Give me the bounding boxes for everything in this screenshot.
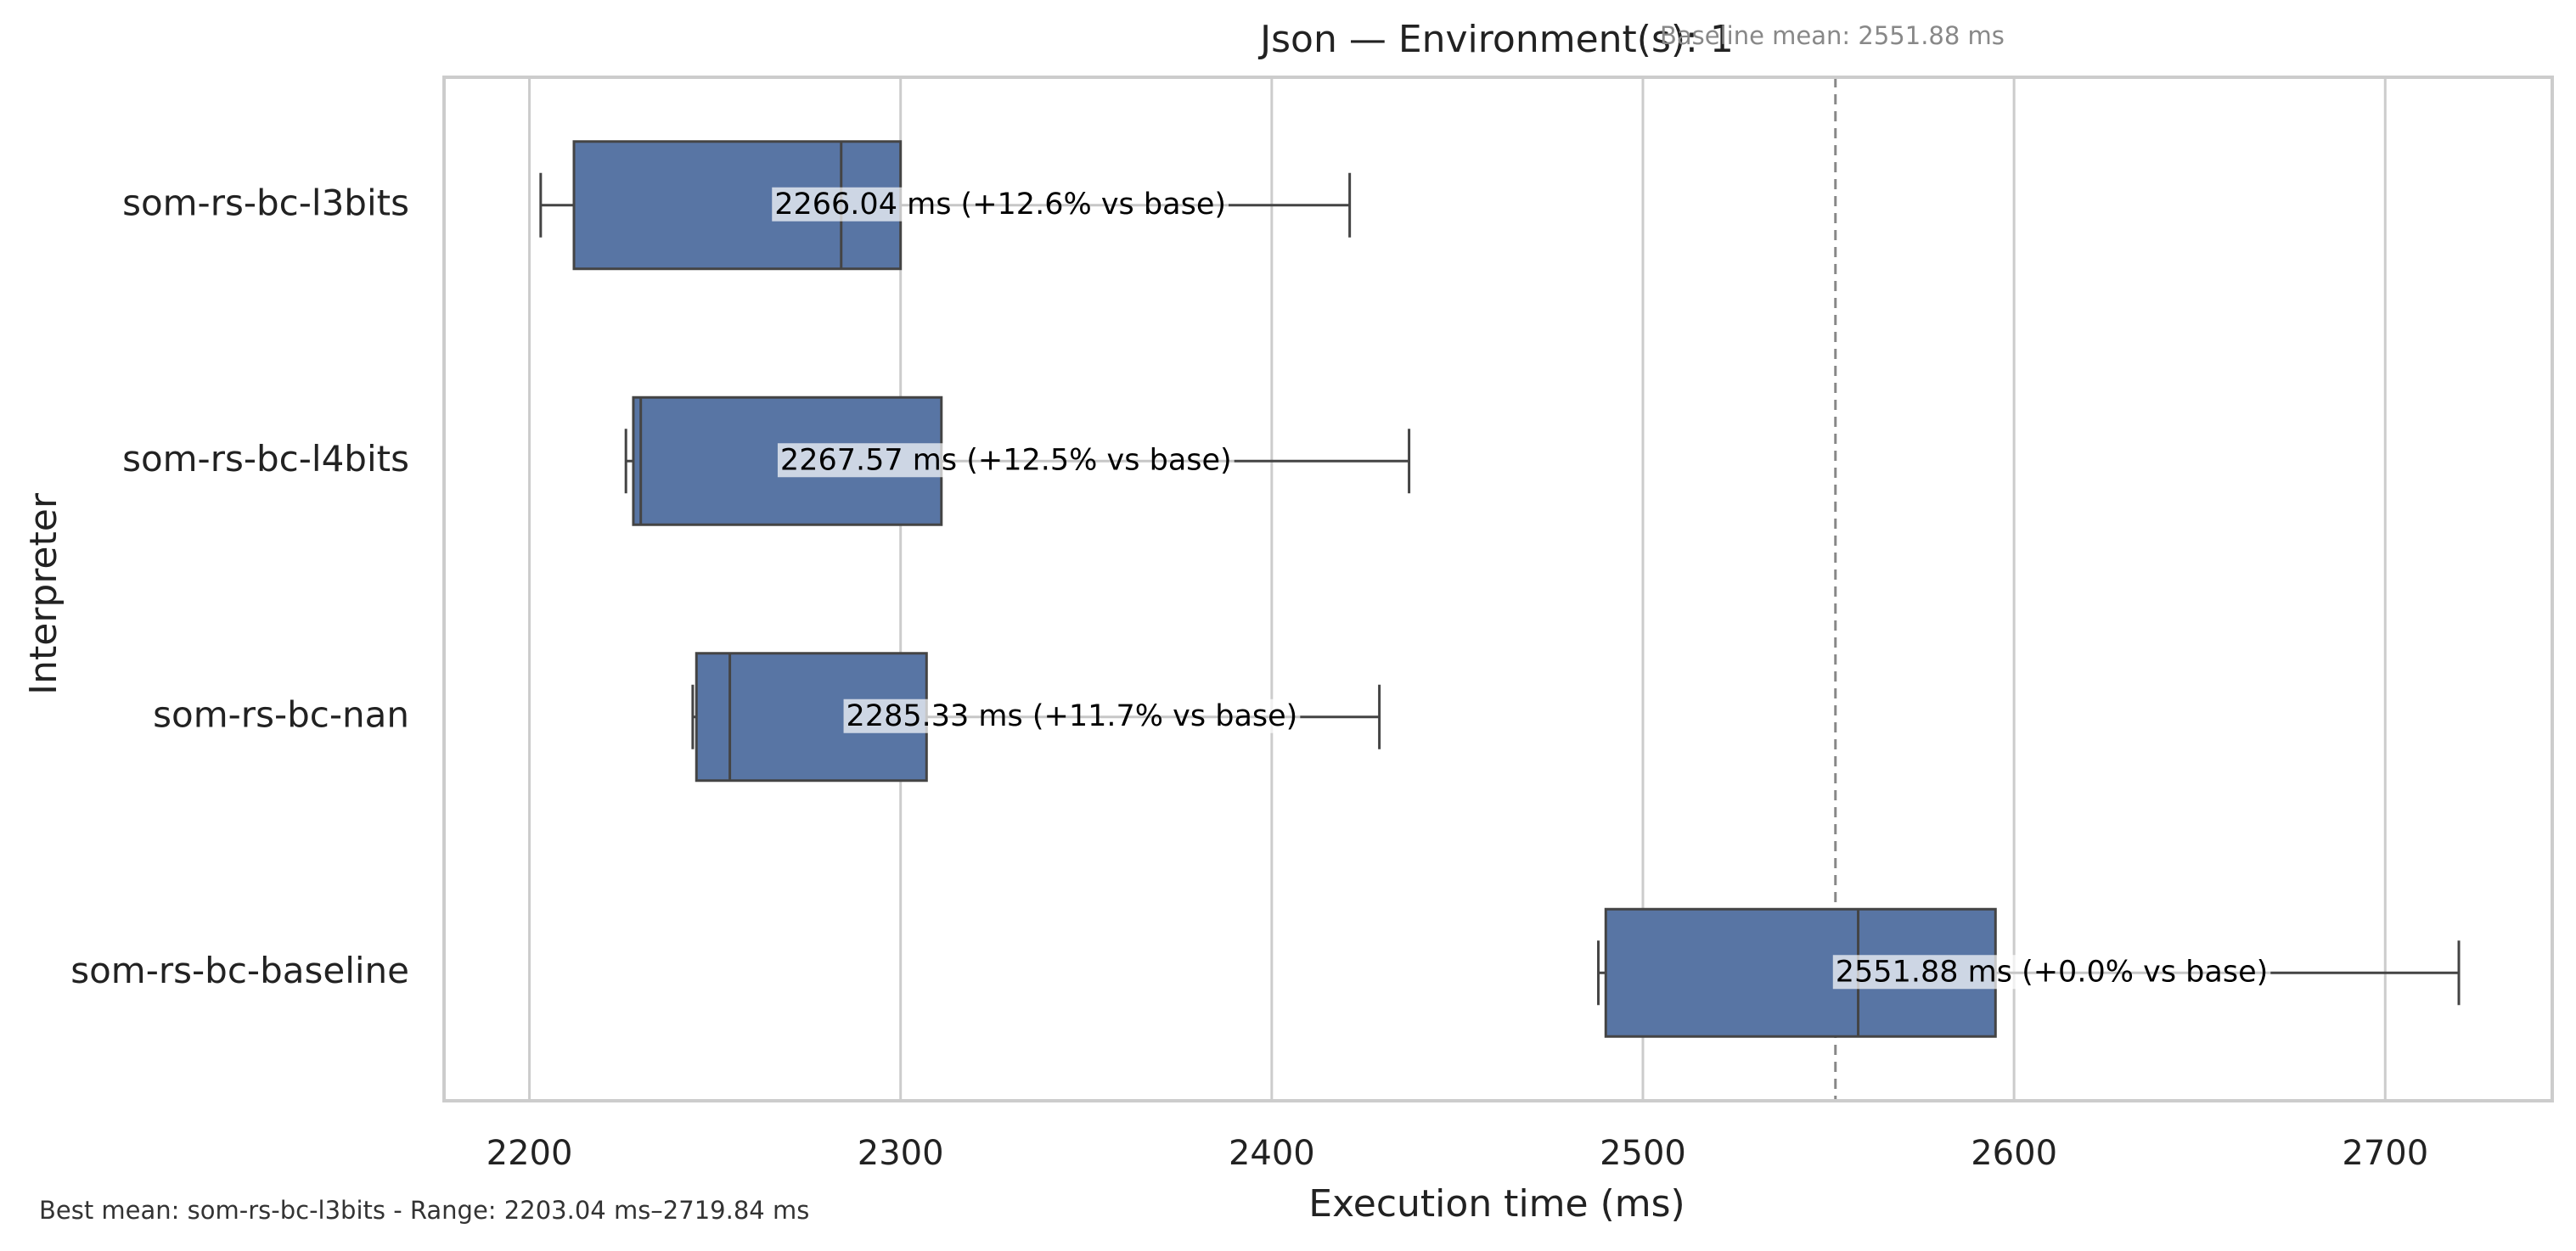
box-annotation: 2285.33 ms (+11.7% vs base) <box>843 698 1301 733</box>
footer-note: Best mean: som-rs-bc-l3bits - Range: 220… <box>39 1196 809 1225</box>
x-tick-label: 2500 <box>1600 1134 1686 1173</box>
y-tick-label: som-rs-bc-baseline <box>70 950 409 991</box>
x-tick-label: 2600 <box>1971 1134 2057 1173</box>
box-som-rs-bc-baseline <box>1597 907 2461 1038</box>
box-annotation: 2267.57 ms (+12.5% vs base) <box>777 443 1235 478</box>
annotation-background <box>1832 955 2271 990</box>
annotation-text: 2267.57 ms (+12.5% vs base) <box>780 443 1232 477</box>
y-tick-label: som-rs-bc-nan <box>153 693 409 735</box>
x-tick-label: 2400 <box>1229 1134 1315 1173</box>
annotation-text: 2266.04 ms (+12.6% vs base) <box>774 188 1226 222</box>
annotation-text: 2551.88 ms (+0.0% vs base) <box>1836 955 2269 989</box>
y-axis-label: Interpreter <box>22 492 65 695</box>
y-tick-label: som-rs-bc-l4bits <box>122 438 409 480</box>
y-tick-label: som-rs-bc-l3bits <box>122 182 409 223</box>
x-tick-labels: 2200 2300 2400 2500 2600 2700 <box>487 1134 2429 1173</box>
annotation-background <box>777 443 1235 478</box>
annotation-text: 2285.33 ms (+11.7% vs base) <box>846 699 1298 733</box>
y-tick-labels: som-rs-bc-l3bits som-rs-bc-l4bits som-rs-b… <box>70 182 409 991</box>
x-tick-label: 2200 <box>487 1134 573 1173</box>
x-axis-label: Execution time (ms) <box>1308 1182 1685 1226</box>
box-annotation: 2551.88 ms (+0.0% vs base) <box>1832 955 2271 990</box>
plot-frame <box>442 76 2554 1102</box>
chart-title: Json — Environment(s): 1 <box>1257 18 1734 61</box>
annotation-background <box>772 187 1229 222</box>
baseline-label: Baseline mean: 2551.88 ms <box>1660 21 2005 50</box>
box-annotation: 2266.04 ms (+12.6% vs base) <box>772 187 1229 222</box>
x-tick-label: 2700 <box>2342 1134 2428 1173</box>
x-tick-label: 2300 <box>858 1134 944 1173</box>
box-series <box>539 140 2461 1038</box>
annotation-background <box>843 698 1301 733</box>
box-annotations: 2266.04 ms (+12.6% vs base) 2267.57 ms (+… <box>772 187 2271 990</box>
